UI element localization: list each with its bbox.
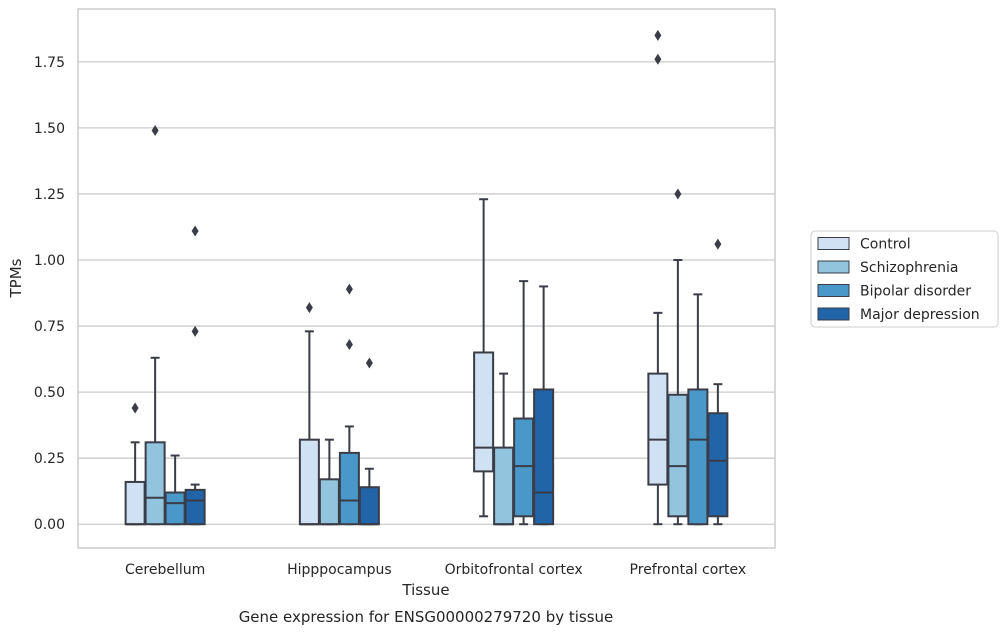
box-groups xyxy=(124,29,729,526)
legend-swatch xyxy=(817,307,850,321)
legend-swatch xyxy=(817,260,850,274)
outlier-point xyxy=(131,402,139,414)
legend-label: Bipolar disorder xyxy=(860,284,971,300)
x-tick-label: Prefrontal cortex xyxy=(630,562,747,578)
legend-item: Control xyxy=(817,237,911,253)
box-body xyxy=(298,438,320,526)
chart-caption: Gene expression for ENSG00000279720 by t… xyxy=(239,608,614,626)
outlier-point xyxy=(191,225,199,237)
box-bipolar-disorder xyxy=(513,280,535,526)
box-schizophrenia xyxy=(144,125,166,526)
box-body xyxy=(338,451,360,526)
box-control xyxy=(647,29,669,526)
box-body xyxy=(707,412,729,518)
box-bipolar-disorder xyxy=(338,283,360,526)
legend-swatch xyxy=(817,284,850,297)
outlier-point xyxy=(654,53,662,65)
y-tick-label: 1.00 xyxy=(34,253,65,269)
category-group xyxy=(473,198,555,526)
legend-swatch xyxy=(817,237,850,250)
box-major-depression xyxy=(358,357,380,526)
box-major-depression xyxy=(184,225,206,526)
box-body xyxy=(184,488,206,526)
plot-frame xyxy=(77,8,776,549)
x-axis-label: Tissue xyxy=(401,581,449,599)
box-body xyxy=(318,478,340,526)
box-bipolar-disorder xyxy=(687,293,709,526)
y-axis-label: TPMs xyxy=(7,258,25,298)
category-group xyxy=(298,283,380,526)
box-body xyxy=(124,480,146,526)
outlier-point xyxy=(305,302,313,314)
outlier-point xyxy=(365,357,373,369)
outlier-point xyxy=(714,238,722,250)
y-tick-label: 1.50 xyxy=(34,121,65,137)
box-major-depression xyxy=(707,238,729,526)
box-control xyxy=(124,402,146,526)
x-tick-labels: Cerebellum Hipppocampus Orbitofrontal cort… xyxy=(125,562,746,578)
y-tick-label: 0.75 xyxy=(34,319,65,335)
y-tick-label: 0.00 xyxy=(34,517,65,533)
box-schizophrenia xyxy=(493,372,515,526)
outlier-point xyxy=(191,325,199,337)
legend-label: Control xyxy=(860,237,911,253)
box-major-depression xyxy=(533,285,555,526)
box-body xyxy=(687,388,709,526)
category-group xyxy=(124,125,206,526)
outlier-point xyxy=(151,125,159,137)
legend: Control Schizophrenia Bipolar disorder Majo… xyxy=(810,230,999,328)
box-bipolar-disorder xyxy=(164,454,186,526)
box-body xyxy=(164,491,186,526)
box-body xyxy=(513,417,535,518)
box-control xyxy=(298,302,320,526)
legend-label: Major depression xyxy=(860,307,980,323)
box-body xyxy=(667,393,689,518)
y-tick-label: 0.50 xyxy=(34,385,65,401)
box-body xyxy=(647,372,669,486)
outlier-point xyxy=(345,339,353,351)
box-body xyxy=(533,388,555,526)
legend-item: Schizophrenia xyxy=(817,260,958,276)
box-body xyxy=(358,486,380,526)
box-body xyxy=(493,446,515,526)
grid-lines xyxy=(78,61,775,525)
x-tick-label: Cerebellum xyxy=(125,562,205,578)
outlier-point xyxy=(654,29,662,41)
legend-item: Bipolar disorder xyxy=(817,284,971,300)
x-tick-label: Orbitofrontal cortex xyxy=(445,562,583,578)
box-control xyxy=(473,198,495,518)
outlier-point xyxy=(345,283,353,295)
x-tick-label: Hipppocampus xyxy=(287,562,392,578)
box-schizophrenia xyxy=(667,188,689,526)
box-schizophrenia xyxy=(318,438,340,526)
y-tick-label: 0.25 xyxy=(34,451,65,467)
y-tick-label: 1.25 xyxy=(34,187,65,203)
legend-item: Major depression xyxy=(817,307,980,323)
box-body xyxy=(473,351,495,473)
outlier-point xyxy=(674,188,682,200)
box-body xyxy=(144,441,166,526)
y-tick-label: 1.75 xyxy=(34,55,65,71)
legend-frame xyxy=(810,230,999,328)
y-tick-labels: 0.00 0.25 0.50 0.75 1.00 1.25 1.50 1.75 xyxy=(34,55,65,533)
category-group xyxy=(647,29,729,526)
legend-label: Schizophrenia xyxy=(860,260,958,276)
